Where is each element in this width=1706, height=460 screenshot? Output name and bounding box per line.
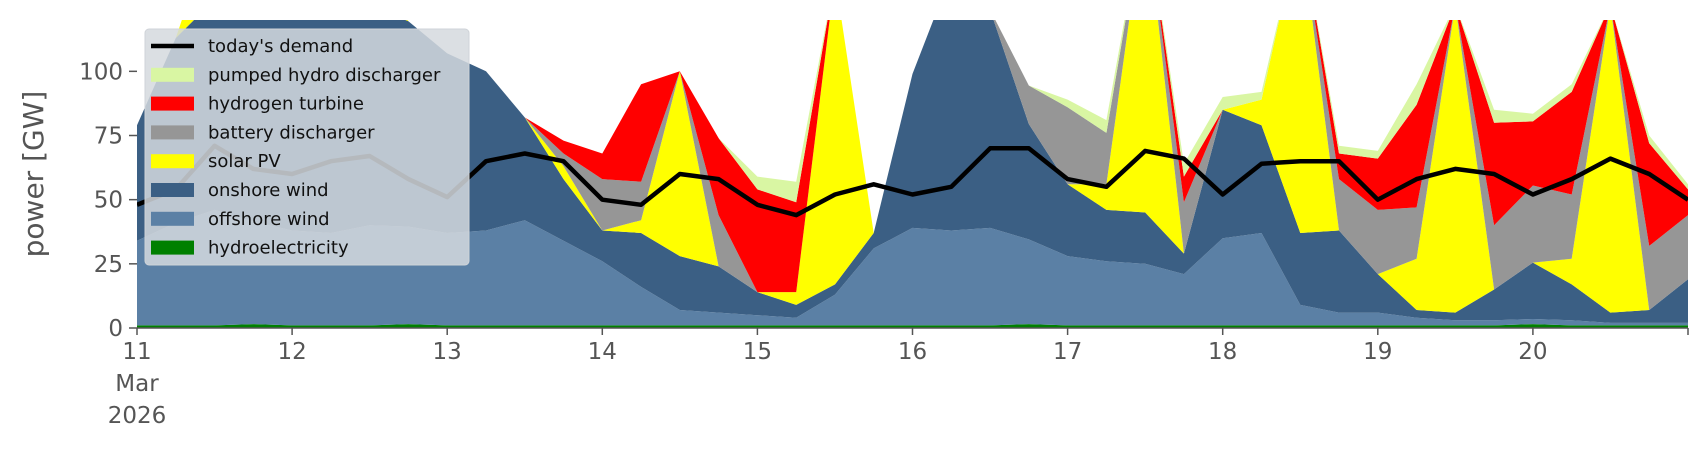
y-tick-label: 100	[79, 59, 123, 85]
area-hydroelectricity	[137, 324, 1688, 328]
legend-swatch-hydroelectricity	[151, 240, 194, 255]
x-tick-label: 14	[588, 339, 617, 365]
legend-box	[144, 28, 470, 266]
x-tick-label: 20	[1518, 339, 1547, 365]
legend: today's demand pumped hydro discharger hyd…	[144, 28, 470, 266]
legend-label-offshore-wind: offshore wind	[208, 209, 330, 230]
x-tick-label: 12	[277, 339, 306, 365]
y-tick-label: 0	[108, 316, 123, 342]
legend-label-hydroelectricity: hydroelectricity	[208, 238, 349, 259]
x-tick-label: 2026	[108, 403, 167, 429]
legend-swatch-pumped-hydro-discharger	[151, 67, 194, 82]
x-tick-label: 18	[1208, 339, 1237, 365]
x-tick-label: 16	[898, 339, 927, 365]
legend-label-today-s-demand: today's demand	[208, 36, 353, 57]
axes: 0 25 50 75 100 11 Mar 2026 12 13 14 15 16 17 18 19 20 pow…	[17, 59, 1689, 429]
legend-swatch-onshore-wind	[151, 183, 194, 197]
x-tick-label: Mar	[115, 371, 159, 397]
x-tick-label: 11	[122, 339, 151, 365]
x-tick-label: 13	[433, 339, 462, 365]
y-tick-label: 50	[94, 188, 123, 214]
y-tick-label: 25	[94, 252, 123, 278]
legend-label-solar-pv: solar PV	[208, 151, 281, 172]
y-axis-label: power [GW]	[17, 91, 50, 258]
legend-label-battery-discharger: battery discharger	[208, 122, 375, 143]
area-onshore-wind	[137, 20, 1688, 323]
x-tick-label: 19	[1363, 339, 1392, 365]
legend-swatch-hydrogen-turbine	[151, 96, 194, 111]
legend-swatch-offshore-wind	[151, 211, 194, 226]
stacked-areas	[137, 20, 1688, 328]
x-tick-label: 17	[1053, 339, 1082, 365]
area-offshore-wind	[137, 209, 1688, 326]
legend-label-pumped-hydro-discharger: pumped hydro discharger	[208, 65, 441, 86]
legend-swatch-solar-pv	[151, 154, 194, 169]
x-tick-label: 15	[743, 339, 772, 365]
legend-label-hydrogen-turbine: hydrogen turbine	[208, 94, 364, 115]
area-solar-pv	[137, 20, 1688, 313]
y-tick-label: 75	[94, 124, 123, 150]
legend-swatch-battery-discharger	[151, 125, 194, 140]
legend-label-onshore-wind: onshore wind	[208, 180, 329, 201]
